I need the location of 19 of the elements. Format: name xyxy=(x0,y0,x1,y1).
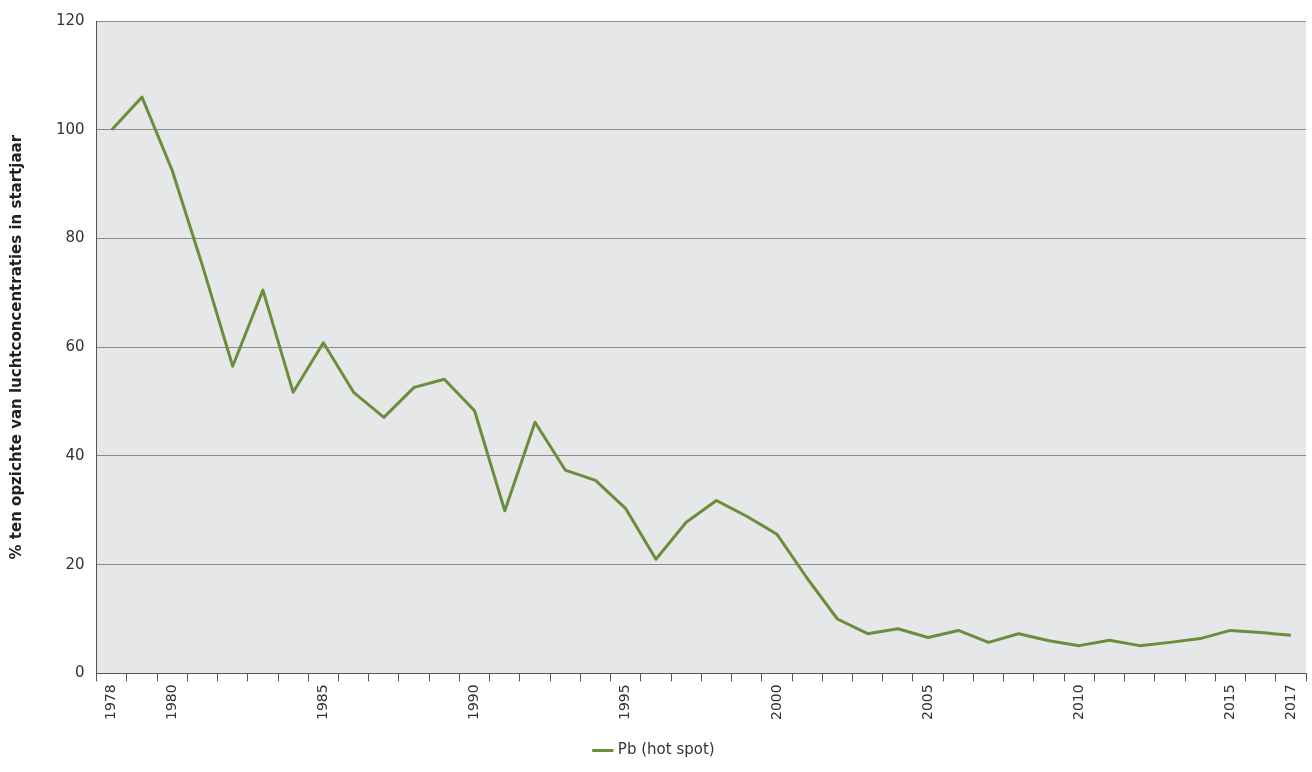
x-tick-label: 1995 xyxy=(616,684,633,721)
y-tick-label: 40 xyxy=(65,445,85,464)
y-tick-label: 80 xyxy=(65,228,85,247)
x-tick-label: 2010 xyxy=(1069,684,1086,721)
x-tick-label: 2000 xyxy=(767,684,784,721)
x-tick-label: 1980 xyxy=(162,684,179,721)
x-tick-label: 1990 xyxy=(465,684,482,721)
x-tick-label: 1985 xyxy=(314,684,331,721)
y-tick-label: 100 xyxy=(55,119,85,138)
legend-label: Pb (hot spot) xyxy=(617,740,715,759)
y-tick-label: 60 xyxy=(65,337,85,356)
x-tick-label: 2017 xyxy=(1281,684,1298,721)
y-axis-title: % ten opzichte van luchtconcentraties in startjaar xyxy=(6,134,25,560)
y-tick-label: 0 xyxy=(75,663,85,682)
x-tick-label: 2005 xyxy=(918,684,935,721)
x-tick-label: 2015 xyxy=(1221,684,1238,721)
x-tick-label: 1978 xyxy=(102,684,119,721)
y-tick-label: 20 xyxy=(65,554,85,573)
y-tick-label: 120 xyxy=(55,10,85,29)
